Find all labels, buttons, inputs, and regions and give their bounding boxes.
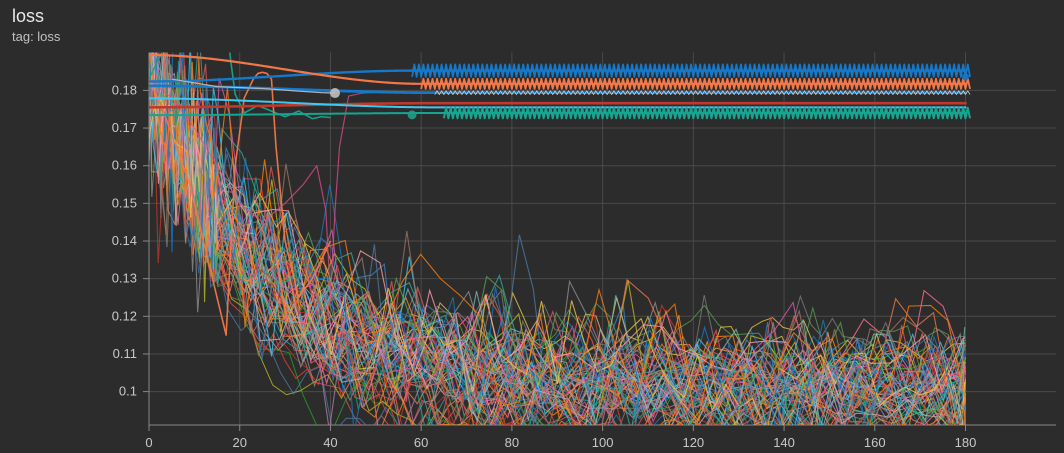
svg-text:0.1: 0.1 [119, 384, 137, 399]
svg-text:0.14: 0.14 [112, 233, 137, 248]
svg-text:180: 180 [955, 435, 977, 450]
svg-text:0.13: 0.13 [112, 271, 137, 286]
svg-text:160: 160 [864, 435, 886, 450]
svg-text:0: 0 [145, 435, 152, 450]
svg-text:0.18: 0.18 [112, 82, 137, 97]
svg-text:120: 120 [682, 435, 704, 450]
svg-text:100: 100 [592, 435, 614, 450]
svg-text:80: 80 [505, 435, 519, 450]
svg-text:0.12: 0.12 [112, 308, 137, 323]
svg-text:0.17: 0.17 [112, 120, 137, 135]
svg-text:40: 40 [323, 435, 337, 450]
svg-text:0.11: 0.11 [113, 346, 137, 361]
svg-text:0.16: 0.16 [112, 158, 137, 173]
svg-text:20: 20 [232, 435, 246, 450]
svg-text:60: 60 [414, 435, 428, 450]
svg-text:140: 140 [773, 435, 795, 450]
svg-text:0.15: 0.15 [112, 195, 137, 210]
